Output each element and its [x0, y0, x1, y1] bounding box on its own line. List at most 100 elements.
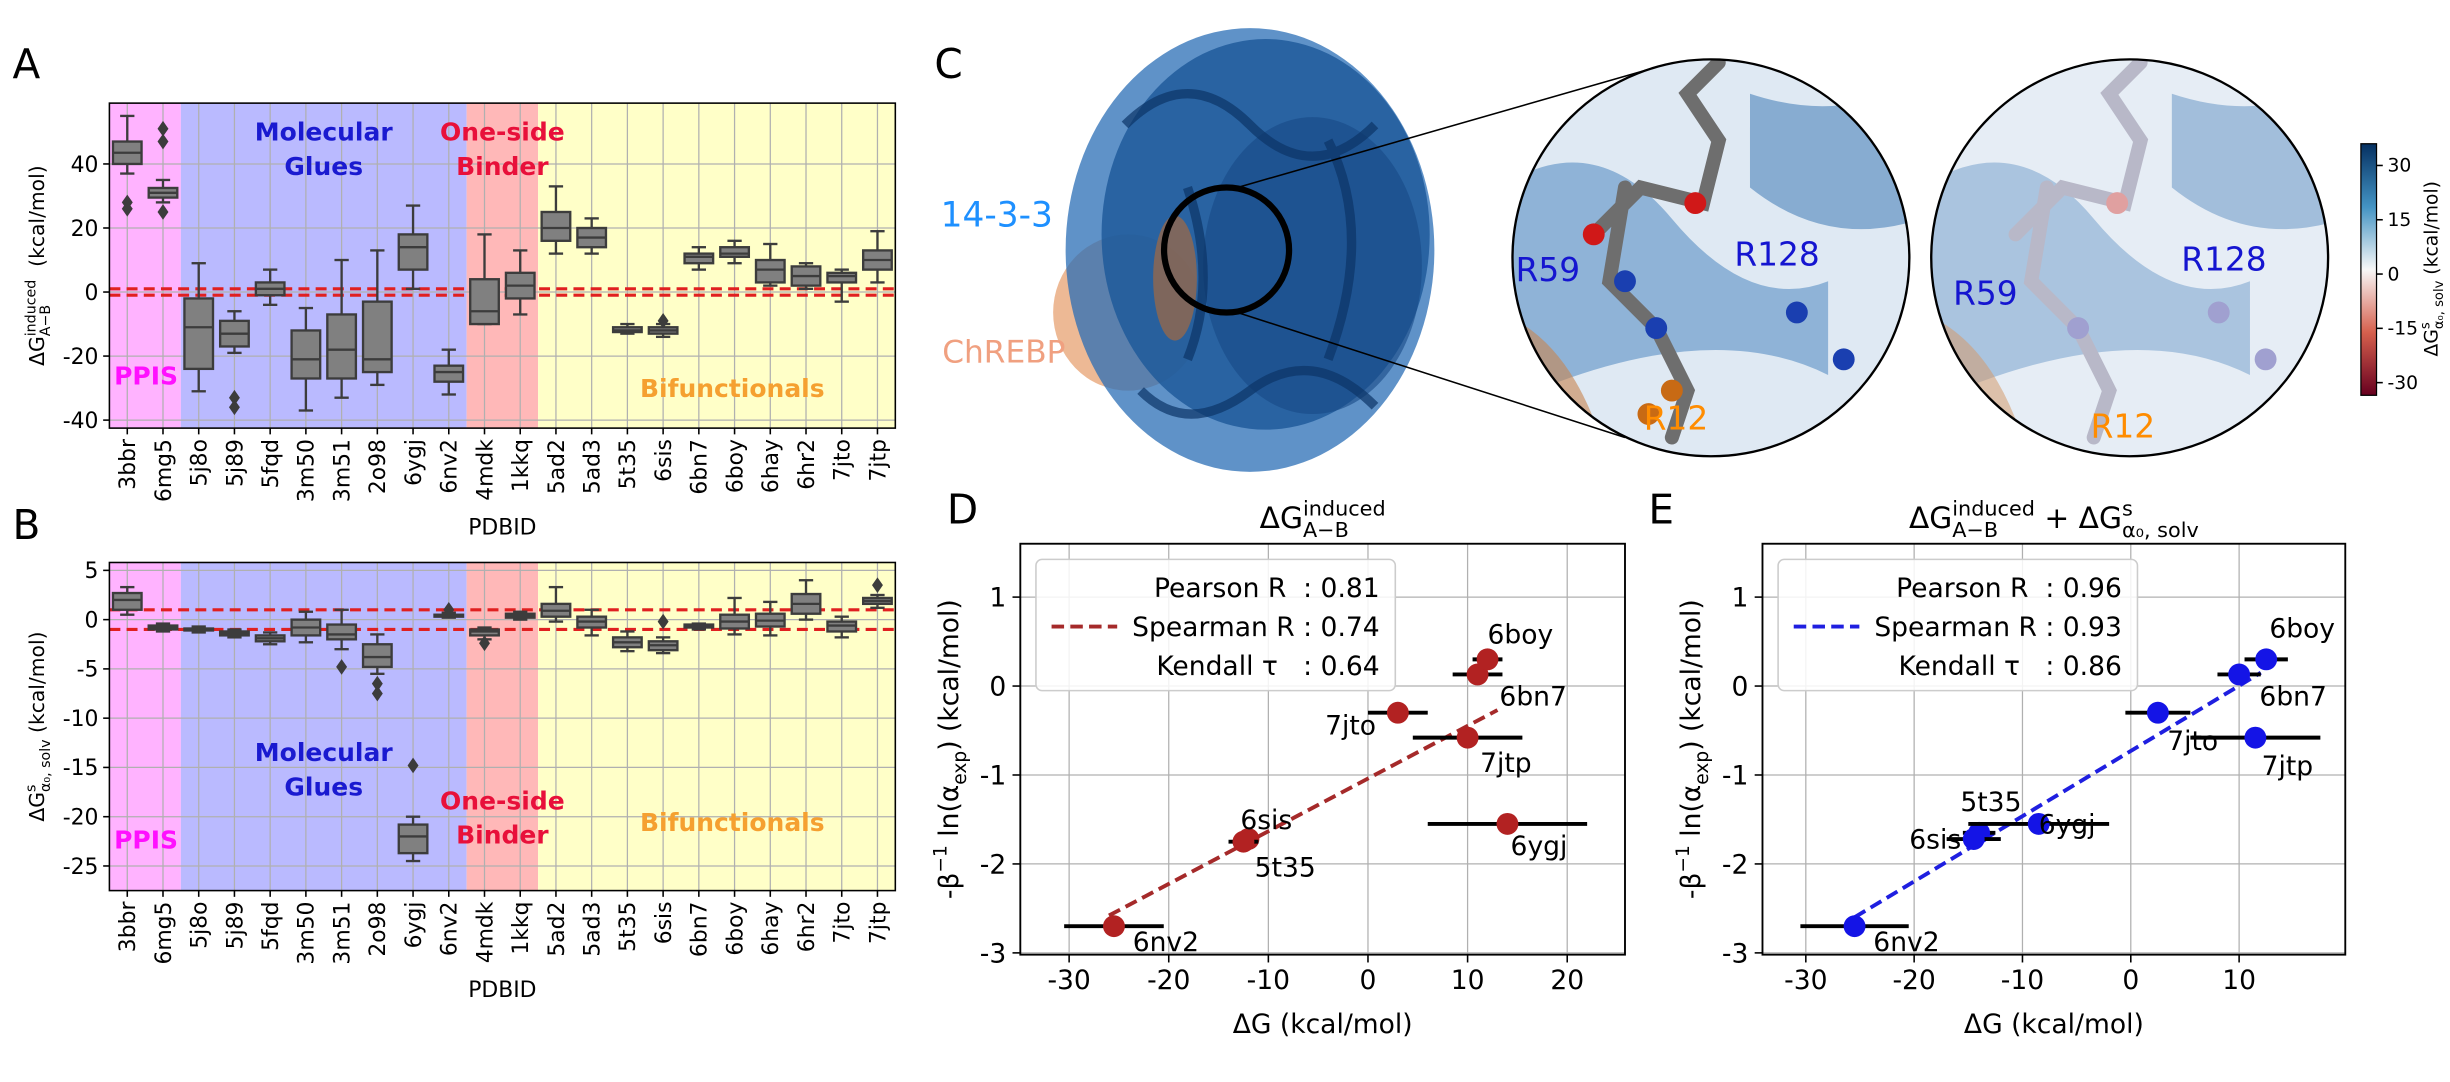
y-tick-label: 0 — [85, 608, 99, 633]
x-axis-label: ΔG (kcal/mol) — [1964, 1009, 2144, 1040]
colorbar-tick-label: 0 — [2387, 264, 2399, 285]
x-tick-label: 3m50 — [295, 439, 320, 502]
x-tick-label: 3bbr — [116, 439, 141, 490]
plot-frame — [108, 561, 897, 892]
x-axis-label: ΔG (kcal/mol) — [1233, 1009, 1413, 1040]
colorbar-tick-label: 30 — [2387, 156, 2411, 177]
point-label: 6boy — [1488, 620, 1554, 651]
colorbar — [2360, 143, 2378, 396]
region-label: Bifunctionals — [640, 808, 825, 837]
protein-label: 14-3-3 — [941, 196, 1053, 236]
residue-label: R12 — [1644, 400, 1709, 438]
box — [183, 297, 215, 371]
x-tick-label: 3m50 — [295, 902, 320, 965]
box — [826, 271, 858, 284]
subscript: A−B — [1952, 518, 1998, 542]
panel-label: D — [947, 485, 978, 533]
legend-text: Kendall τ : 0.64 — [1156, 651, 1379, 682]
text-part: ln(α — [934, 785, 965, 846]
box — [469, 278, 500, 326]
text-part: ΔG — [25, 792, 49, 822]
y-tick-label: -1 — [1722, 760, 1748, 791]
point — [1103, 915, 1125, 938]
x-tick-label: 4mdk — [473, 901, 498, 963]
region-label: Molecular — [255, 738, 394, 767]
y-tick-label: 0 — [1732, 671, 1749, 702]
legend-box — [1035, 558, 1397, 692]
x-tick-label: 6boy — [723, 439, 748, 493]
point-label: 6nv2 — [1873, 927, 1939, 958]
text-part: ) (kcal/mol) — [1676, 599, 1707, 751]
box — [433, 364, 465, 383]
x-tick-label: 0 — [2122, 965, 2139, 996]
x-tick-label: 7jto — [831, 439, 856, 481]
point — [1496, 812, 1519, 835]
x-tick-label: 7jto — [831, 902, 856, 944]
point-label: 6ygj — [2039, 809, 2096, 840]
x-tick-label: 2o98 — [366, 439, 391, 494]
x-tick-label: -10 — [2001, 965, 2044, 996]
outlier — [121, 194, 133, 211]
x-tick-label: 6hay — [759, 901, 784, 955]
superscript: induced — [1952, 497, 2035, 521]
x-tick-label: 6ygj — [402, 902, 427, 949]
text-part: (kcal/mol) — [25, 165, 49, 279]
partner-label: ChREBP — [942, 334, 1065, 370]
legend-text: Pearson R : 0.81 — [1154, 573, 1380, 604]
point-label: 7jtp — [2262, 751, 2314, 782]
subscript: A−B — [38, 305, 54, 336]
panel-label: E — [1648, 485, 1674, 533]
superscript: −1 — [931, 845, 952, 872]
x-tick-label: 6sis — [652, 902, 677, 945]
residue-label: R128 — [1734, 236, 1819, 274]
y-tick-label: 1 — [989, 582, 1006, 613]
protein-render — [1053, 28, 1657, 472]
box — [290, 329, 322, 380]
outlier — [371, 675, 383, 692]
outlier — [407, 757, 419, 774]
y-tick-label: 20 — [71, 217, 99, 242]
x-tick-label: 10 — [1451, 965, 1485, 996]
x-tick-label: 1kkq — [509, 439, 534, 492]
y-tick-label: -20 — [63, 345, 99, 370]
legend-box — [1777, 558, 2139, 692]
text-part: (kcal/mol) — [2421, 181, 2442, 281]
x-tick-label: 5ad3 — [580, 902, 605, 957]
legend-text: Kendall τ : 0.86 — [1899, 651, 2122, 682]
x-tick-label: 7jtp — [866, 439, 891, 481]
fit-line — [1108, 708, 1499, 918]
point-label: 7jtp — [1480, 748, 1532, 779]
x-tick-label: 5j89 — [223, 439, 248, 487]
x-tick-label: 10 — [2222, 965, 2256, 996]
superscript: −1 — [1673, 845, 1694, 872]
residue-label: R12 — [2091, 407, 2156, 445]
x-tick-label: 6bn7 — [688, 439, 713, 495]
point-label: 6bn7 — [1499, 682, 1566, 713]
text-part: ΔG — [1260, 500, 1303, 535]
text-part: ) (kcal/mol) — [934, 599, 965, 751]
text-part: ΔG — [25, 336, 49, 366]
outlier — [157, 204, 169, 220]
point-label: 6sis — [1909, 824, 1961, 855]
x-tick-label: 20 — [1550, 965, 1584, 996]
point-label: 6nv2 — [1133, 927, 1199, 958]
outlier — [479, 635, 490, 652]
point-label: 5t35 — [1960, 787, 2021, 818]
x-tick-label: 6sis — [652, 439, 677, 482]
x-tick-label: 6nv2 — [438, 439, 463, 494]
y-tick-label: -2 — [1722, 849, 1748, 880]
subscript: α₀, solv — [38, 739, 54, 792]
subscript: exp — [950, 751, 971, 785]
plot-frame — [1019, 542, 1626, 956]
colorbar-tick-label: 15 — [2387, 210, 2411, 231]
text-part: (kcal/mol) — [25, 631, 49, 739]
y-axis-label: -β−1 ln(αexp) (kcal/mol) — [931, 599, 971, 899]
y-tick-label: -1 — [980, 760, 1006, 791]
x-tick-label: 6hr2 — [795, 439, 820, 490]
residue-label: R59 — [1516, 251, 1581, 289]
x-tick-label: 1kkq — [509, 902, 534, 955]
y-tick-label: -5 — [77, 658, 99, 683]
y-axis-label: -β−1 ln(αexp) (kcal/mol) — [1673, 599, 1713, 899]
region-label: Molecular — [255, 118, 394, 147]
point-label: 7jto — [2167, 726, 2218, 757]
